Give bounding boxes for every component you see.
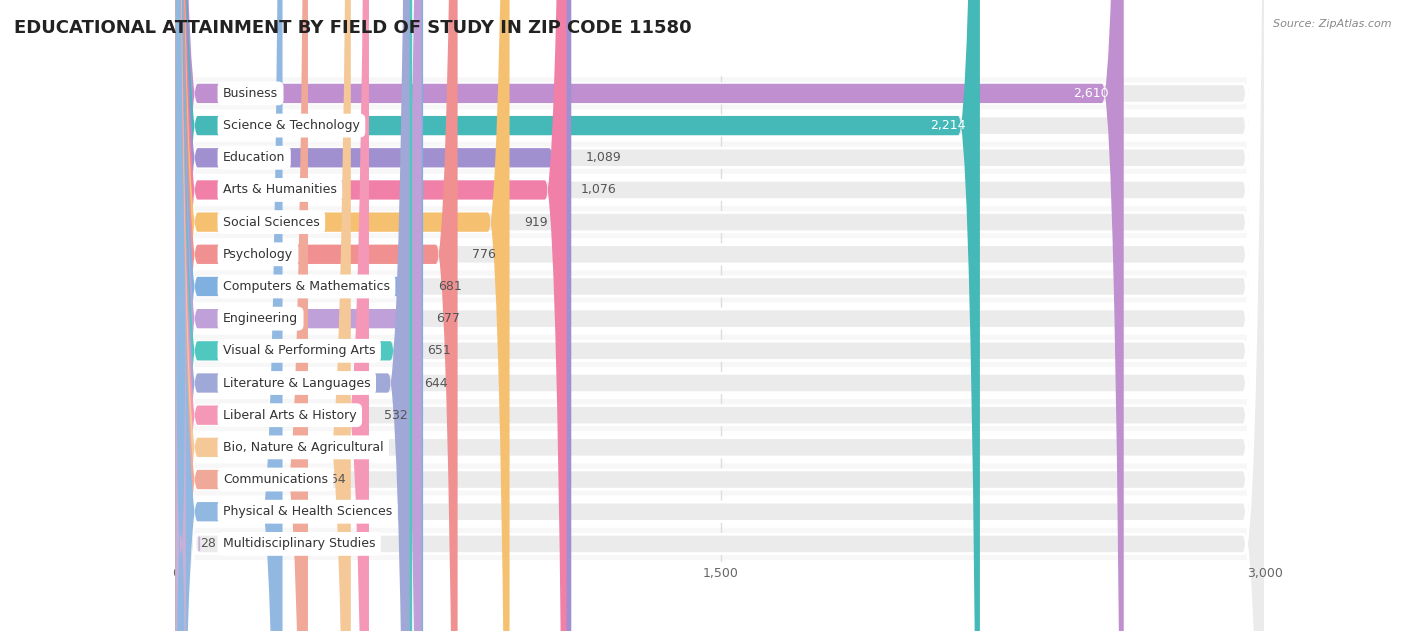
Text: Liberal Arts & History: Liberal Arts & History bbox=[224, 409, 357, 422]
Text: Business: Business bbox=[224, 87, 278, 100]
FancyBboxPatch shape bbox=[176, 271, 1265, 303]
FancyBboxPatch shape bbox=[176, 0, 457, 631]
Text: Engineering: Engineering bbox=[224, 312, 298, 325]
FancyBboxPatch shape bbox=[176, 0, 308, 631]
Text: Science & Technology: Science & Technology bbox=[224, 119, 360, 132]
Text: Literature & Languages: Literature & Languages bbox=[224, 377, 371, 389]
FancyBboxPatch shape bbox=[176, 0, 1265, 631]
FancyBboxPatch shape bbox=[176, 0, 1265, 631]
FancyBboxPatch shape bbox=[176, 0, 1265, 631]
Text: Education: Education bbox=[224, 151, 285, 164]
Text: 28: 28 bbox=[201, 538, 217, 550]
FancyBboxPatch shape bbox=[176, 0, 980, 631]
Text: 681: 681 bbox=[437, 280, 461, 293]
Text: Communications: Communications bbox=[224, 473, 328, 486]
FancyBboxPatch shape bbox=[176, 0, 1265, 631]
Text: EDUCATIONAL ATTAINMENT BY FIELD OF STUDY IN ZIP CODE 11580: EDUCATIONAL ATTAINMENT BY FIELD OF STUDY… bbox=[14, 19, 692, 37]
FancyBboxPatch shape bbox=[176, 0, 571, 631]
Text: Arts & Humanities: Arts & Humanities bbox=[224, 184, 337, 196]
Text: 294: 294 bbox=[297, 505, 321, 518]
FancyBboxPatch shape bbox=[176, 0, 1265, 631]
Text: 1,089: 1,089 bbox=[586, 151, 621, 164]
Text: 919: 919 bbox=[524, 216, 548, 228]
Text: Psychology: Psychology bbox=[224, 248, 292, 261]
FancyBboxPatch shape bbox=[176, 0, 509, 631]
FancyBboxPatch shape bbox=[176, 528, 1265, 560]
Text: 776: 776 bbox=[472, 248, 496, 261]
Text: Bio, Nature & Agricultural: Bio, Nature & Agricultural bbox=[224, 441, 384, 454]
Text: 644: 644 bbox=[425, 377, 449, 389]
Text: Multidisciplinary Studies: Multidisciplinary Studies bbox=[224, 538, 375, 550]
FancyBboxPatch shape bbox=[176, 495, 1265, 528]
FancyBboxPatch shape bbox=[176, 431, 1265, 463]
FancyBboxPatch shape bbox=[176, 0, 1265, 631]
FancyBboxPatch shape bbox=[176, 0, 283, 631]
Text: Social Sciences: Social Sciences bbox=[224, 216, 319, 228]
Text: 2,610: 2,610 bbox=[1074, 87, 1109, 100]
FancyBboxPatch shape bbox=[176, 0, 422, 631]
FancyBboxPatch shape bbox=[176, 303, 1265, 334]
FancyBboxPatch shape bbox=[176, 0, 1265, 631]
Text: Computers & Mathematics: Computers & Mathematics bbox=[224, 280, 389, 293]
FancyBboxPatch shape bbox=[176, 0, 412, 631]
Text: 651: 651 bbox=[427, 345, 450, 357]
FancyBboxPatch shape bbox=[176, 0, 567, 631]
FancyBboxPatch shape bbox=[176, 334, 1265, 367]
FancyBboxPatch shape bbox=[176, 239, 1265, 271]
FancyBboxPatch shape bbox=[176, 103, 186, 631]
Text: 677: 677 bbox=[436, 312, 460, 325]
Text: 1,076: 1,076 bbox=[581, 184, 617, 196]
FancyBboxPatch shape bbox=[176, 0, 1265, 631]
FancyBboxPatch shape bbox=[176, 463, 1265, 495]
FancyBboxPatch shape bbox=[176, 0, 1265, 631]
Text: 2,214: 2,214 bbox=[929, 119, 966, 132]
FancyBboxPatch shape bbox=[176, 142, 1265, 174]
FancyBboxPatch shape bbox=[176, 0, 1265, 631]
FancyBboxPatch shape bbox=[176, 0, 409, 631]
FancyBboxPatch shape bbox=[176, 174, 1265, 206]
FancyBboxPatch shape bbox=[176, 367, 1265, 399]
FancyBboxPatch shape bbox=[176, 0, 1265, 631]
FancyBboxPatch shape bbox=[176, 78, 1265, 110]
Text: Visual & Performing Arts: Visual & Performing Arts bbox=[224, 345, 375, 357]
Text: 364: 364 bbox=[322, 473, 346, 486]
FancyBboxPatch shape bbox=[176, 0, 1265, 631]
Text: 532: 532 bbox=[384, 409, 408, 422]
Text: Physical & Health Sciences: Physical & Health Sciences bbox=[224, 505, 392, 518]
Text: Source: ZipAtlas.com: Source: ZipAtlas.com bbox=[1274, 19, 1392, 29]
FancyBboxPatch shape bbox=[176, 110, 1265, 142]
FancyBboxPatch shape bbox=[176, 0, 1265, 631]
FancyBboxPatch shape bbox=[176, 0, 1123, 631]
FancyBboxPatch shape bbox=[176, 0, 368, 631]
FancyBboxPatch shape bbox=[176, 0, 1265, 631]
FancyBboxPatch shape bbox=[176, 0, 423, 631]
FancyBboxPatch shape bbox=[176, 0, 1265, 631]
Text: 482: 482 bbox=[366, 441, 389, 454]
FancyBboxPatch shape bbox=[176, 206, 1265, 239]
FancyBboxPatch shape bbox=[176, 399, 1265, 431]
FancyBboxPatch shape bbox=[176, 0, 352, 631]
